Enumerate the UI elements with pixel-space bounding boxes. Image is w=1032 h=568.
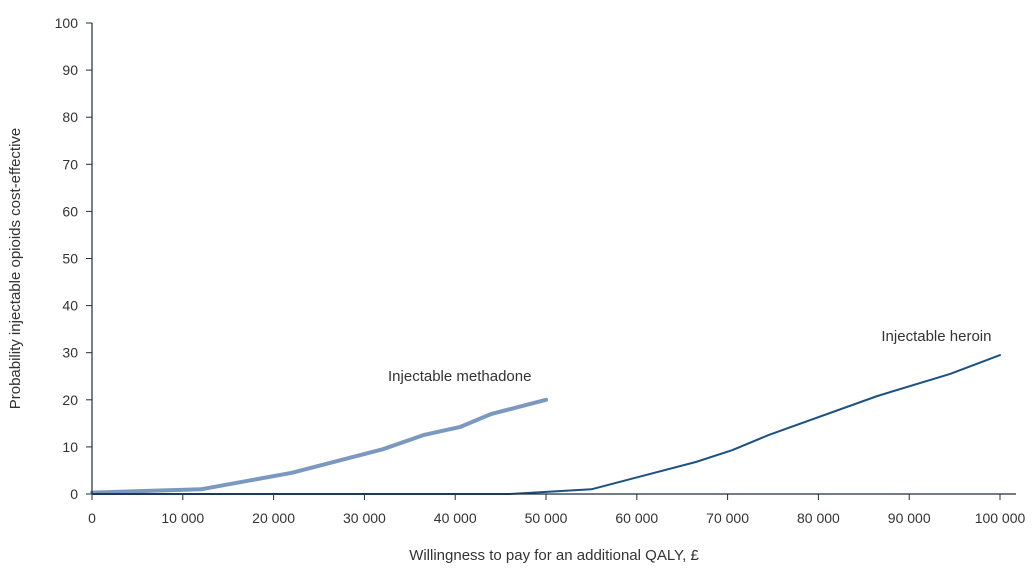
x-tick-label: 20 000 bbox=[252, 510, 295, 526]
y-tick-label: 10 bbox=[62, 439, 78, 455]
annotation-injectable-heroin: Injectable heroin bbox=[881, 328, 991, 345]
series-line-injectable-heroin bbox=[91, 354, 1001, 495]
y-axis-ticks: 0 10 20 30 40 50 60 70 80 90 100 bbox=[55, 15, 92, 502]
x-tick-label: 50 000 bbox=[525, 510, 568, 526]
x-axis-title: Willingness to pay for an additional QAL… bbox=[409, 547, 699, 564]
y-axis-title: Probability injectable opioids cost-effe… bbox=[7, 128, 24, 410]
x-tick-label: 30 000 bbox=[343, 510, 386, 526]
y-tick-label: 0 bbox=[70, 486, 78, 502]
series-line-injectable-methadone bbox=[90, 397, 548, 495]
y-tick-label: 80 bbox=[62, 109, 78, 125]
x-tick-label: 90 000 bbox=[888, 510, 931, 526]
y-tick-label: 100 bbox=[55, 15, 79, 31]
y-tick-label: 60 bbox=[62, 203, 78, 219]
y-tick-label: 70 bbox=[62, 156, 78, 172]
x-tick-label: 40 000 bbox=[434, 510, 477, 526]
series-layer bbox=[90, 354, 1001, 495]
y-tick-label: 30 bbox=[62, 345, 78, 361]
y-tick-label: 20 bbox=[62, 392, 78, 408]
x-tick-label: 60 000 bbox=[615, 510, 658, 526]
x-tick-label: 100 000 bbox=[975, 510, 1026, 526]
x-tick-label: 0 bbox=[88, 510, 96, 526]
x-axis-ticks: 0 10 000 20 000 30 000 40 000 50 000 60 000 70 … bbox=[88, 494, 1026, 526]
x-tick-label: 80 000 bbox=[797, 510, 840, 526]
x-tick-label: 70 000 bbox=[706, 510, 749, 526]
x-tick-label: 10 000 bbox=[161, 510, 204, 526]
y-tick-label: 90 bbox=[62, 62, 78, 78]
y-tick-label: 50 bbox=[62, 251, 78, 267]
annotation-injectable-methadone: Injectable methadone bbox=[388, 368, 531, 385]
y-tick-label: 40 bbox=[62, 298, 78, 314]
